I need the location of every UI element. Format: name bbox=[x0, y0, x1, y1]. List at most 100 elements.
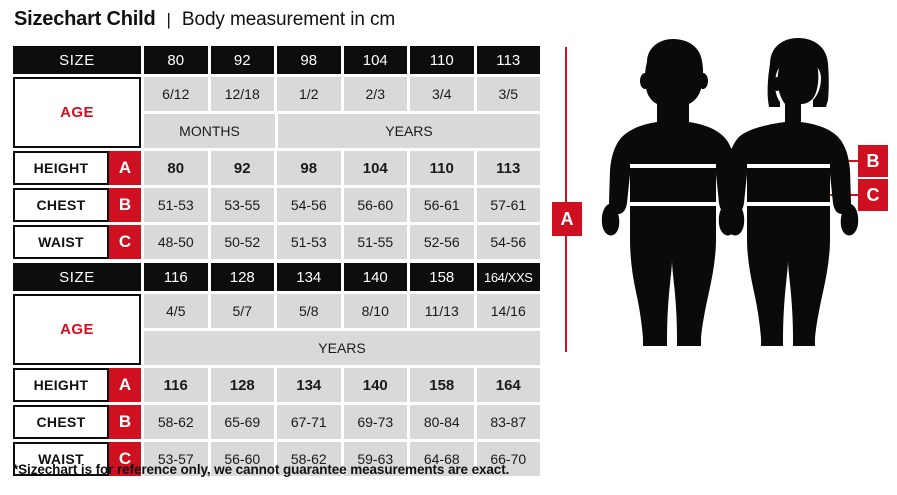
table-cell: 80-84 bbox=[410, 405, 474, 439]
age-units-row: MONTHS YEARS bbox=[141, 114, 540, 148]
table-cell: 5/7 bbox=[210, 294, 274, 328]
table-cell: 83-87 bbox=[476, 405, 540, 439]
measurement-diagram: A B C bbox=[545, 34, 897, 354]
table-cell: 110 bbox=[410, 151, 474, 185]
table-cell: 52-56 bbox=[410, 225, 474, 259]
table-cell: 116 bbox=[144, 368, 208, 402]
table-cell: 113 bbox=[476, 151, 540, 185]
chest-cells: 58-62 65-69 67-71 69-73 80-84 83-87 bbox=[141, 405, 540, 439]
table-row-size: SIZE 80 92 98 104 110 113 bbox=[13, 46, 540, 74]
table-cell: 54-56 bbox=[476, 225, 540, 259]
table-cell: 58-62 bbox=[144, 405, 208, 439]
table-cell: 98 bbox=[277, 151, 341, 185]
diagram-badge-c: C bbox=[858, 179, 888, 211]
table-cell: 128 bbox=[210, 368, 274, 402]
age-units-cells: MONTHS YEARS bbox=[141, 114, 540, 148]
waist-cells: 48-50 50-52 51-53 51-55 52-56 54-56 bbox=[141, 225, 540, 259]
table-cell: 66-70 bbox=[476, 442, 540, 476]
table-cell: 59-63 bbox=[343, 442, 407, 476]
badge-c: C bbox=[109, 442, 141, 476]
table-row-height: HEIGHT A 80 92 98 104 110 113 bbox=[13, 151, 540, 185]
chest-cells: 51-53 53-55 54-56 56-60 56-61 57-61 bbox=[141, 188, 540, 222]
row-label-height: HEIGHT A bbox=[13, 368, 141, 402]
table-row-age: AGE 4/5 5/7 5/8 8/10 11/13 14/16 YEARS bbox=[13, 294, 540, 365]
height-measure-line bbox=[565, 47, 567, 352]
badge-a: A bbox=[109, 151, 141, 185]
page-title-main: Sizechart Child bbox=[14, 8, 156, 30]
table-cell: 158 bbox=[410, 368, 474, 402]
table-cell: 164/XXS bbox=[476, 263, 540, 291]
height-cells: 80 92 98 104 110 113 bbox=[141, 151, 540, 185]
table-cell: 104 bbox=[343, 151, 407, 185]
child-silhouettes bbox=[585, 34, 865, 354]
sizechart-table-small: SIZE 80 92 98 104 110 113 AGE 6/12 12/18… bbox=[13, 46, 540, 259]
row-label-chest: CHEST B bbox=[13, 405, 141, 439]
table-cell: 64-68 bbox=[410, 442, 474, 476]
table-cell-months: MONTHS bbox=[144, 114, 275, 148]
age-values-cells: 4/5 5/7 5/8 8/10 11/13 14/16 bbox=[141, 294, 540, 328]
size-cells: 80 92 98 104 110 113 bbox=[141, 46, 540, 74]
table-cell: 65-69 bbox=[210, 405, 274, 439]
girl-silhouette bbox=[718, 38, 859, 346]
label-size: SIZE bbox=[13, 46, 141, 74]
row-label-size: SIZE bbox=[13, 46, 141, 74]
badge-b: B bbox=[109, 405, 141, 439]
diagram-badge-b: B bbox=[858, 145, 888, 177]
label-age: AGE bbox=[13, 77, 141, 148]
table-cell: 5/8 bbox=[277, 294, 341, 328]
table-cell: 128 bbox=[210, 263, 274, 291]
label-waist: WAIST bbox=[13, 442, 109, 476]
size-cells: 116 128 134 140 158 164/XXS bbox=[141, 263, 540, 291]
table-cell: 11/13 bbox=[410, 294, 474, 328]
table-cell: 8/10 bbox=[343, 294, 407, 328]
table-cell: 6/12 bbox=[144, 77, 208, 111]
row-label-waist: WAIST C bbox=[13, 442, 141, 476]
label-age: AGE bbox=[13, 294, 141, 365]
age-cells: 6/12 12/18 1/2 2/3 3/4 3/5 MONTHS YEARS bbox=[141, 77, 540, 148]
table-cell: 92 bbox=[210, 151, 274, 185]
table-cell: 80 bbox=[144, 46, 208, 74]
title-separator: | bbox=[166, 10, 171, 29]
age-values-row: 6/12 12/18 1/2 2/3 3/4 3/5 bbox=[141, 77, 540, 111]
row-label-waist: WAIST C bbox=[13, 225, 141, 259]
table-cell: 14/16 bbox=[476, 294, 540, 328]
label-height: HEIGHT bbox=[13, 368, 109, 402]
label-size: SIZE bbox=[13, 263, 141, 291]
table-cell: 54-56 bbox=[277, 188, 341, 222]
table-cell: 3/4 bbox=[410, 77, 474, 111]
table-cell: 134 bbox=[277, 368, 341, 402]
label-height: HEIGHT bbox=[13, 151, 109, 185]
table-cell: 116 bbox=[144, 263, 208, 291]
table-cell: 4/5 bbox=[144, 294, 208, 328]
table-cell: 2/3 bbox=[343, 77, 407, 111]
row-label-chest: CHEST B bbox=[13, 188, 141, 222]
row-label-age: AGE bbox=[13, 294, 141, 365]
table-cell: 51-55 bbox=[343, 225, 407, 259]
table-cell: 56-61 bbox=[410, 188, 474, 222]
table-cell: 3/5 bbox=[476, 77, 540, 111]
sizechart-table-large: SIZE 116 128 134 140 158 164/XXS AGE 4/5… bbox=[13, 263, 540, 476]
label-chest: CHEST bbox=[13, 405, 109, 439]
table-cell: 56-60 bbox=[343, 188, 407, 222]
table-row-waist: WAIST C 53-57 56-60 58-62 59-63 64-68 66… bbox=[13, 442, 540, 476]
table-cell: 113 bbox=[476, 46, 540, 74]
table-row-waist: WAIST C 48-50 50-52 51-53 51-55 52-56 54… bbox=[13, 225, 540, 259]
age-values-row: 4/5 5/7 5/8 8/10 11/13 14/16 bbox=[141, 294, 540, 328]
age-units-cells: YEARS bbox=[141, 331, 540, 365]
page-title: Sizechart Child | Body measurement in cm bbox=[14, 8, 395, 31]
table-cell: 58-62 bbox=[277, 442, 341, 476]
table-cell: 164 bbox=[476, 368, 540, 402]
table-cell: 104 bbox=[343, 46, 407, 74]
boy-silhouette bbox=[601, 39, 745, 346]
badge-b: B bbox=[109, 188, 141, 222]
table-row-height: HEIGHT A 116 128 134 140 158 164 bbox=[13, 368, 540, 402]
table-row-size: SIZE 116 128 134 140 158 164/XXS bbox=[13, 263, 540, 291]
table-cell: 110 bbox=[410, 46, 474, 74]
table-cell: 98 bbox=[277, 46, 341, 74]
badge-a: A bbox=[109, 368, 141, 402]
table-cell: 140 bbox=[343, 263, 407, 291]
table-cell: 51-53 bbox=[277, 225, 341, 259]
age-values-cells: 6/12 12/18 1/2 2/3 3/4 3/5 bbox=[141, 77, 540, 111]
table-cell: 1/2 bbox=[277, 77, 341, 111]
row-label-size: SIZE bbox=[13, 263, 141, 291]
